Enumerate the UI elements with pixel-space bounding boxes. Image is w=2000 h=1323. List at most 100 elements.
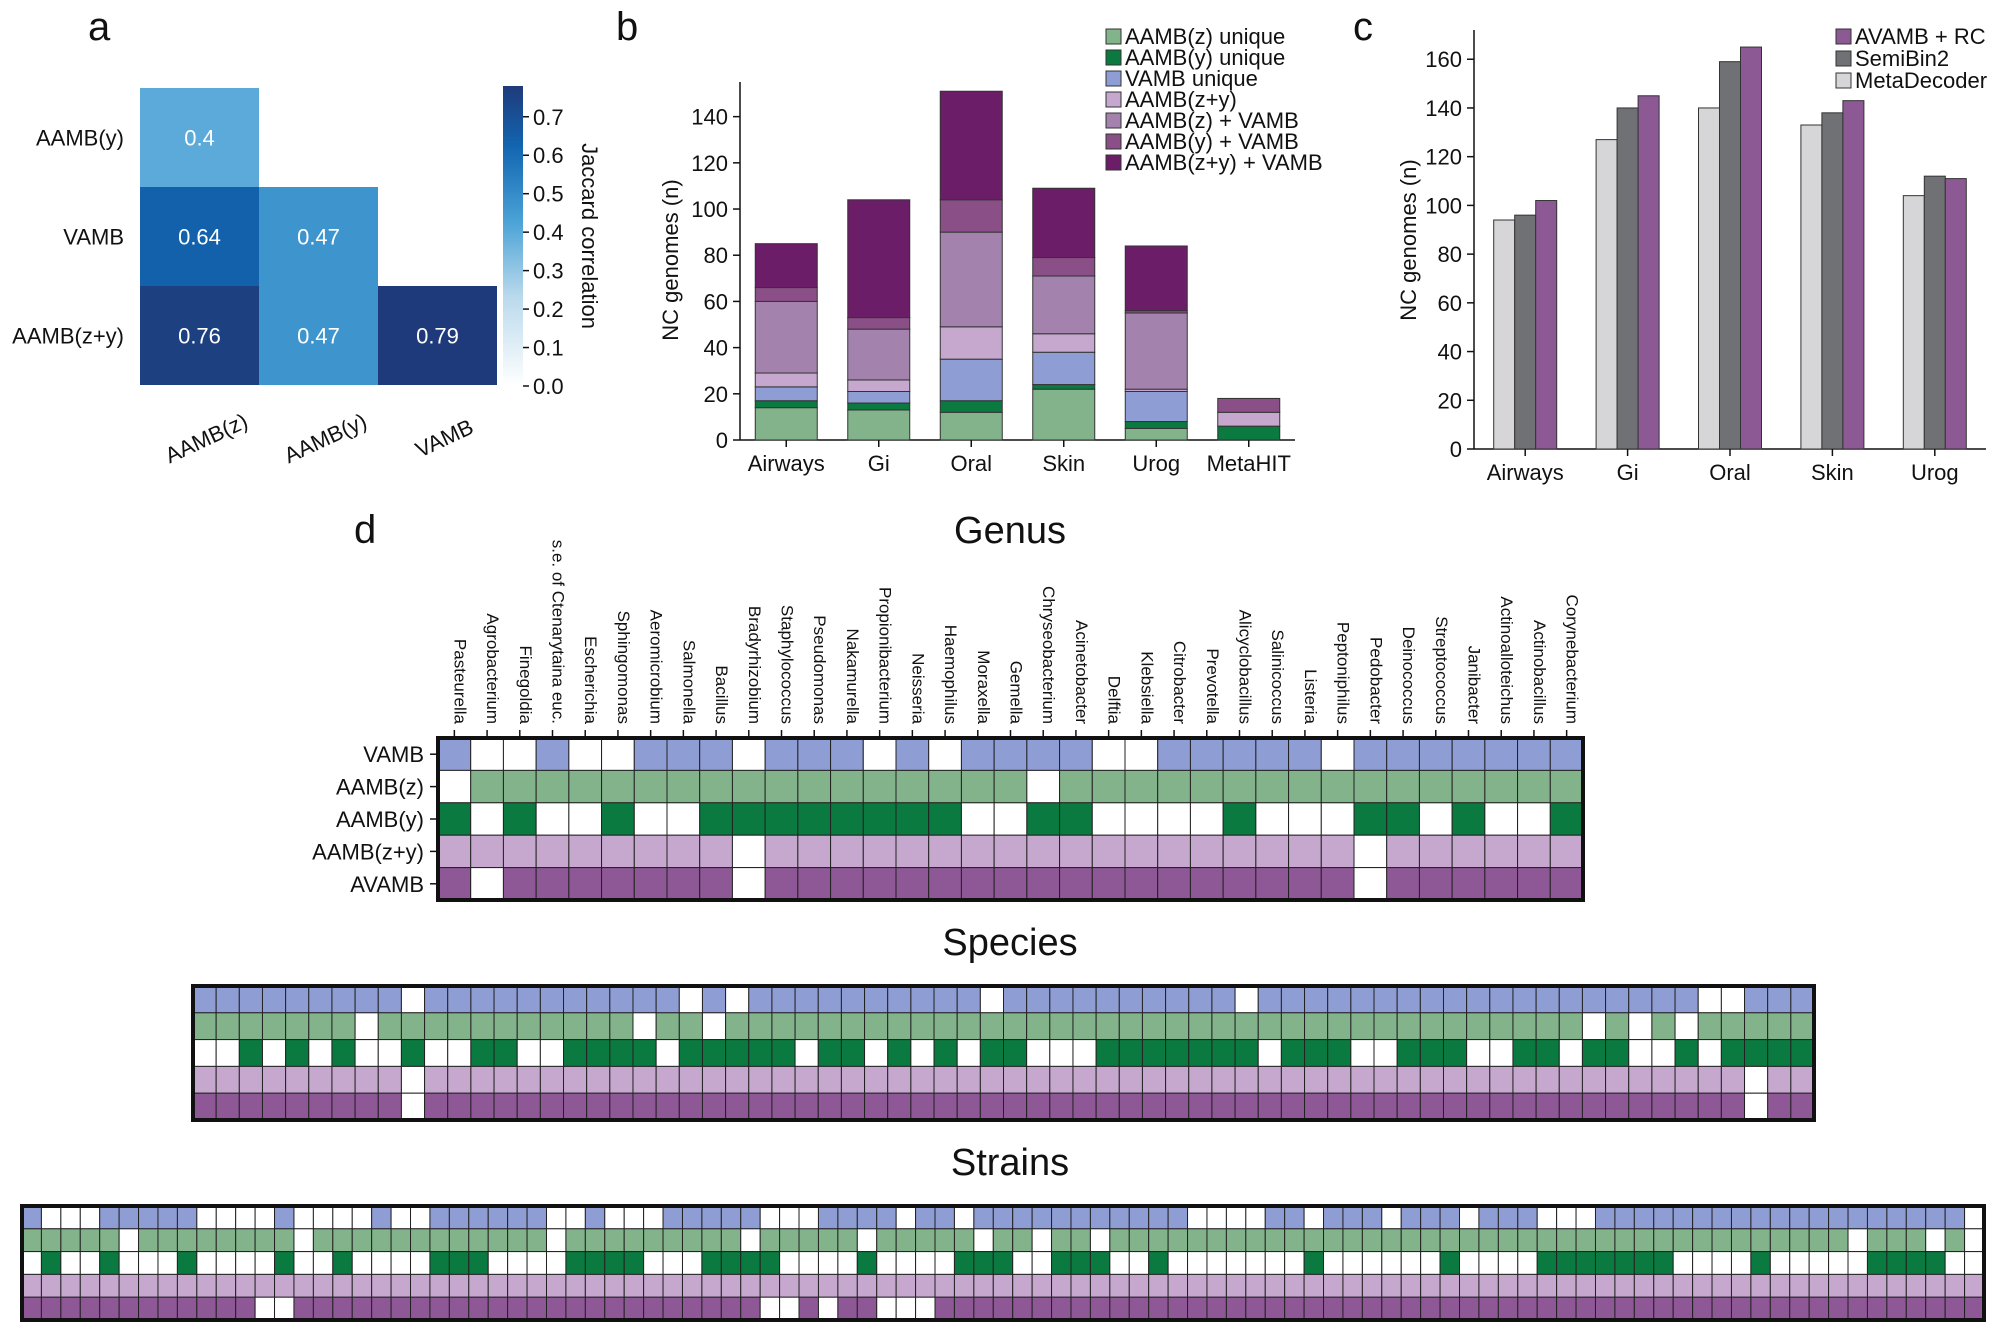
y-tick-label-0: 0 bbox=[716, 428, 728, 453]
cell-strains-3-10 bbox=[215, 1273, 237, 1298]
genus-label-18: Chryseobacterium bbox=[1039, 586, 1058, 724]
cell-species-2-2 bbox=[238, 1039, 263, 1067]
bar-Airways-2 bbox=[754, 386, 818, 402]
cell-strains-0-77 bbox=[1517, 1205, 1538, 1230]
legend-label-5: AAMB(y) + VAMB bbox=[1125, 129, 1299, 154]
cell-strains-0-72 bbox=[1420, 1205, 1441, 1230]
heatmap-cell-0 bbox=[140, 88, 259, 187]
cell-species-2-25 bbox=[771, 1039, 796, 1067]
cell-species-0-9 bbox=[400, 985, 426, 1014]
cell-species-3-42 bbox=[1165, 1065, 1190, 1094]
y-tick-label-6: 120 bbox=[691, 151, 728, 176]
cell-genus-0-21 bbox=[1124, 737, 1159, 771]
cell-genus-4-13 bbox=[862, 867, 897, 901]
cell-strains-3-34 bbox=[681, 1273, 703, 1298]
cell-strains-1-17 bbox=[351, 1228, 373, 1253]
cell-strains-1-14 bbox=[293, 1228, 314, 1253]
cell-species-1-18 bbox=[609, 1012, 634, 1041]
cell-species-4-62 bbox=[1628, 1092, 1653, 1121]
legend-label-0: AVAMB + RC bbox=[1855, 24, 1986, 49]
y-tick-label-0: 0 bbox=[1450, 437, 1462, 462]
bar-Airways-3 bbox=[754, 372, 818, 388]
cell-strains-0-4 bbox=[99, 1205, 120, 1230]
cell-species-2-11 bbox=[447, 1039, 472, 1067]
cell-species-1-9 bbox=[400, 1012, 426, 1041]
cell-strains-3-73 bbox=[1439, 1273, 1461, 1298]
cell-species-1-26 bbox=[794, 1012, 819, 1041]
cell-strains-0-74 bbox=[1459, 1205, 1480, 1230]
cell-strains-0-97 bbox=[1905, 1205, 1927, 1230]
cell-strains-1-95 bbox=[1866, 1228, 1888, 1253]
cell-genus-1-11 bbox=[797, 769, 832, 804]
cell-strains-1-57 bbox=[1128, 1228, 1150, 1253]
cell-species-1-47 bbox=[1280, 1012, 1306, 1041]
cell-strains-0-80 bbox=[1575, 1205, 1596, 1230]
cell-species-3-43 bbox=[1188, 1065, 1213, 1094]
cell-genus-0-22 bbox=[1157, 737, 1191, 771]
cell-strains-2-27 bbox=[545, 1251, 567, 1275]
cell-strains-4-28 bbox=[565, 1296, 586, 1321]
cell-strains-3-41 bbox=[817, 1273, 839, 1298]
genus-label-29: Deinococcus bbox=[1399, 627, 1418, 724]
cell-strains-3-77 bbox=[1517, 1273, 1538, 1298]
cell-species-0-53 bbox=[1419, 985, 1444, 1014]
cell-species-4-33 bbox=[956, 1092, 981, 1121]
cell-genus-2-18 bbox=[1026, 802, 1061, 836]
cell-strains-1-28 bbox=[565, 1228, 586, 1253]
genus-label-5: Sphingomonas bbox=[614, 611, 633, 724]
cell-genus-1-10 bbox=[764, 769, 799, 804]
cell-strains-4-76 bbox=[1497, 1296, 1519, 1321]
cell-strains-2-42 bbox=[837, 1251, 858, 1275]
cell-genus-1-20 bbox=[1091, 769, 1126, 804]
cell-genus-0-34 bbox=[1549, 737, 1584, 771]
cell-species-1-3 bbox=[261, 1012, 287, 1041]
cell-genus-1-22 bbox=[1157, 769, 1191, 804]
cell-genus-0-9 bbox=[731, 737, 766, 771]
cell-strains-3-92 bbox=[1808, 1273, 1830, 1298]
cell-strains-2-83 bbox=[1633, 1251, 1655, 1275]
cell-strains-3-12 bbox=[254, 1273, 276, 1298]
cell-strains-3-83 bbox=[1633, 1273, 1655, 1298]
legend-label-2: MetaDecoder bbox=[1855, 68, 1987, 93]
cell-species-1-69 bbox=[1790, 1012, 1815, 1041]
cell-species-0-56 bbox=[1489, 985, 1514, 1014]
cell-strains-2-65 bbox=[1284, 1251, 1305, 1275]
cell-genus-2-16 bbox=[960, 802, 995, 836]
cell-strains-0-57 bbox=[1128, 1205, 1150, 1230]
cell-species-4-12 bbox=[470, 1092, 495, 1121]
cell-species-4-8 bbox=[377, 1092, 402, 1121]
cell-strains-3-38 bbox=[759, 1273, 781, 1298]
colorbar-tick-label-2: 0.5 bbox=[533, 182, 564, 207]
cell-genus-4-21 bbox=[1124, 867, 1159, 901]
cell-genus-1-24 bbox=[1222, 769, 1257, 804]
cell-species-1-63 bbox=[1651, 1012, 1676, 1041]
cell-strains-2-28 bbox=[565, 1251, 586, 1275]
cell-strains-2-0 bbox=[21, 1251, 42, 1275]
cell-strains-1-42 bbox=[837, 1228, 858, 1253]
x-tick-label-2: Oral bbox=[1709, 460, 1751, 485]
cell-strains-1-89 bbox=[1750, 1228, 1771, 1253]
cell-species-3-67 bbox=[1744, 1065, 1769, 1094]
cell-strains-0-60 bbox=[1187, 1205, 1208, 1230]
cell-genus-2-23 bbox=[1189, 802, 1224, 836]
cell-genus-1-13 bbox=[862, 769, 897, 804]
cell-species-0-19 bbox=[632, 985, 657, 1014]
cell-species-1-10 bbox=[424, 1012, 449, 1041]
cell-strains-3-67 bbox=[1323, 1273, 1344, 1298]
cell-strains-0-26 bbox=[526, 1205, 547, 1230]
cell-strains-1-71 bbox=[1400, 1228, 1422, 1253]
cell-strains-2-94 bbox=[1847, 1251, 1868, 1275]
cell-strains-3-20 bbox=[410, 1273, 431, 1298]
cell-genus-2-30 bbox=[1418, 802, 1453, 836]
cell-strains-0-53 bbox=[1051, 1205, 1072, 1230]
cell-strains-1-66 bbox=[1303, 1228, 1325, 1253]
cell-genus-2-11 bbox=[797, 802, 832, 836]
cell-strains-0-12 bbox=[254, 1205, 276, 1230]
cell-strains-4-77 bbox=[1517, 1296, 1538, 1321]
cell-strains-4-22 bbox=[448, 1296, 470, 1321]
cell-strains-4-69 bbox=[1361, 1296, 1383, 1321]
cell-strains-4-71 bbox=[1400, 1296, 1422, 1321]
cell-genus-2-31 bbox=[1451, 802, 1486, 836]
cell-species-0-39 bbox=[1095, 985, 1120, 1014]
cell-strains-1-59 bbox=[1167, 1228, 1189, 1253]
